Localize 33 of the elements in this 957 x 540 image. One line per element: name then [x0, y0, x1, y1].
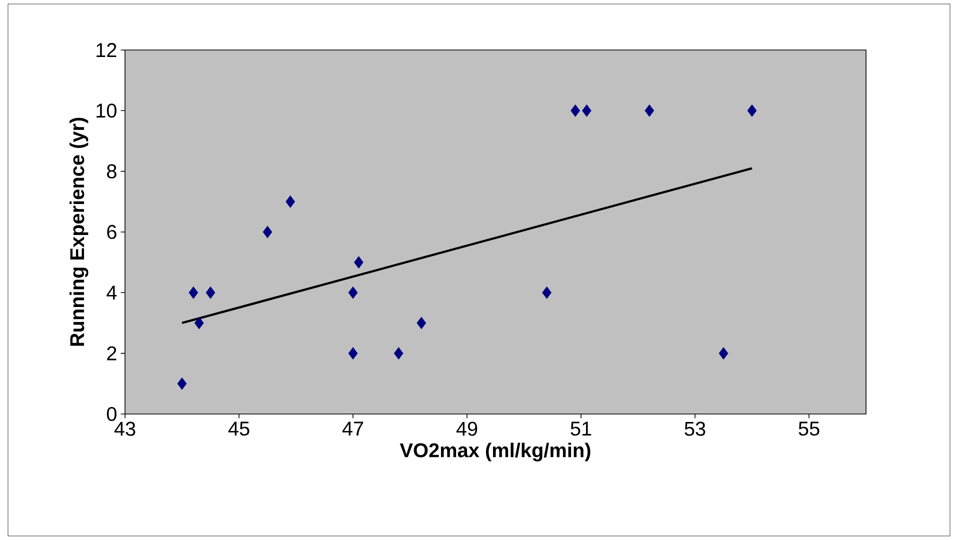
point — [354, 256, 364, 269]
point — [416, 316, 426, 330]
x-tick-label: 45 — [228, 422, 250, 436]
y-axis-title: Running Experience (yr) — [70, 118, 88, 346]
point — [747, 104, 757, 117]
point — [570, 104, 580, 117]
x-tick-label: 55 — [798, 422, 820, 436]
y-tick-label: 0 — [106, 406, 116, 422]
point — [188, 286, 198, 299]
point — [394, 347, 404, 360]
y-tick-label: 10 — [96, 104, 116, 118]
y-tick-label: 2 — [107, 346, 116, 360]
point — [582, 104, 592, 117]
point — [718, 347, 728, 360]
y-tick-label: 4 — [106, 286, 117, 300]
y-tick-label: 6 — [107, 224, 116, 240]
x-tick-label: 43 — [114, 422, 136, 436]
point — [206, 286, 216, 299]
point — [262, 226, 272, 238]
point — [644, 104, 654, 117]
x-tick-label: 49 — [456, 422, 478, 436]
y-tick-label: 8 — [107, 164, 116, 178]
point — [348, 347, 358, 360]
x-axis-title: VO2max (ml/kg/min) — [400, 442, 590, 462]
x-tick-label: 53 — [684, 422, 706, 436]
point — [194, 316, 204, 330]
point — [286, 195, 296, 208]
y-tick-label: 12 — [96, 43, 116, 57]
point — [348, 286, 358, 299]
point — [542, 286, 552, 299]
x-tick-label: 51 — [570, 422, 592, 436]
x-tick-label: 47 — [342, 422, 364, 436]
point — [177, 377, 187, 390]
